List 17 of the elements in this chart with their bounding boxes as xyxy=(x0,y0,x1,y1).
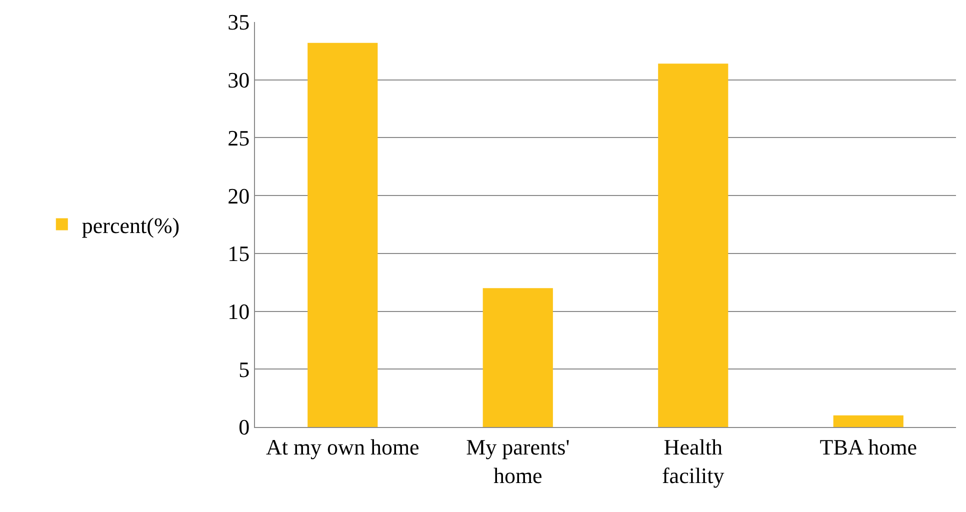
y-tick-label: 10 xyxy=(228,298,250,324)
y-tick-label: 35 xyxy=(228,10,250,35)
y-tick-label: 25 xyxy=(228,125,250,150)
y-tick-label: 5 xyxy=(238,356,250,382)
y-tick-label: 0 xyxy=(238,414,250,440)
x-tick-label: Health facility xyxy=(662,434,724,488)
x-tick-label: TBA home xyxy=(820,434,917,460)
bar xyxy=(658,64,728,427)
x-tick-label: At my own home xyxy=(266,434,420,460)
bar xyxy=(308,42,378,427)
y-tick-label: 30 xyxy=(228,68,250,93)
y-tick-label: 20 xyxy=(228,183,250,208)
y-tick-label: 15 xyxy=(228,241,250,266)
bar xyxy=(833,415,904,427)
bar xyxy=(482,288,553,427)
x-tick-label: My parents' home xyxy=(466,434,570,488)
legend-label: percent(%) xyxy=(82,212,180,238)
